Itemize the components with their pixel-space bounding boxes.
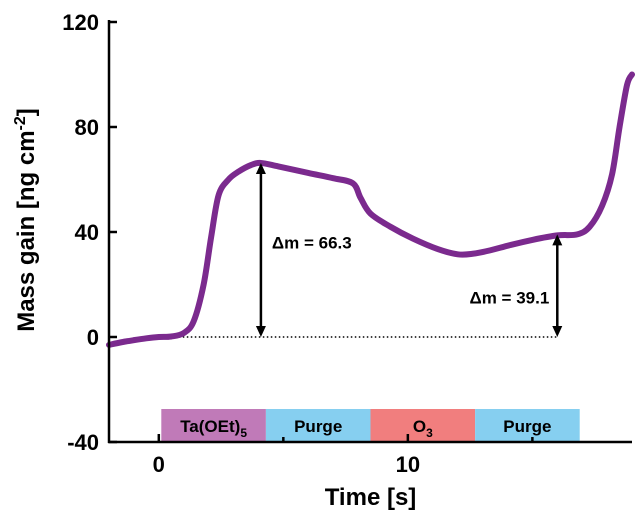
y-tick-label: -40 (67, 430, 99, 455)
axes: -40 0 40 80 120 0 10 (62, 10, 632, 477)
delta-m-arrow-head-up (552, 234, 563, 246)
y-tick-label: 40 (75, 220, 99, 245)
phase-bar (265, 409, 371, 442)
y-tick-label: 0 (87, 325, 99, 350)
x-tick-label: 0 (153, 452, 165, 477)
delta-m-arrow-head-down (255, 326, 266, 337)
phase-bar (370, 409, 476, 442)
phase-label-text: Purge (294, 417, 342, 436)
phase-bar (161, 409, 266, 442)
phase-bars: Ta(OEt)5 Purge O3 Purge (161, 409, 580, 442)
delta-m-label: Δm = 66.3 (272, 234, 352, 253)
mass-gain-curve (106, 71, 635, 348)
phase-label-text: Ta(OEt) (180, 417, 240, 436)
y-tick-label: 80 (75, 115, 99, 140)
x-axis-title: Time [s] (325, 484, 417, 511)
phase-label: Purge (503, 417, 551, 436)
phase-label-subscript: 3 (426, 426, 433, 440)
phase-label-subscript: 5 (240, 426, 247, 440)
x-tick-label: 10 (396, 452, 420, 477)
phase-label: O3 (413, 417, 433, 440)
delta-m-arrow-head-down (552, 326, 563, 337)
phase-bar (475, 409, 580, 442)
phase-label-text: O (413, 417, 426, 436)
y-axis-title-main: Mass gain [ng cm (13, 130, 40, 331)
delta-m-arrow-head-up (255, 162, 266, 174)
phase-label: Ta(OEt)5 (180, 417, 247, 440)
y-axis-title: Mass gain [ng cm-2] (12, 108, 40, 332)
y-axis-title-end: ] (13, 108, 40, 116)
annotation-layer: Δm = 66.3 Δm = 39.1 (255, 162, 563, 337)
phase-label: Purge (294, 417, 342, 436)
y-tick-label: 120 (62, 10, 99, 35)
phase-label-text: Purge (503, 417, 551, 436)
y-axis-title-superscript: -2 (12, 116, 29, 130)
delta-m-label: Δm = 39.1 (469, 289, 549, 308)
series-layer (106, 71, 635, 348)
